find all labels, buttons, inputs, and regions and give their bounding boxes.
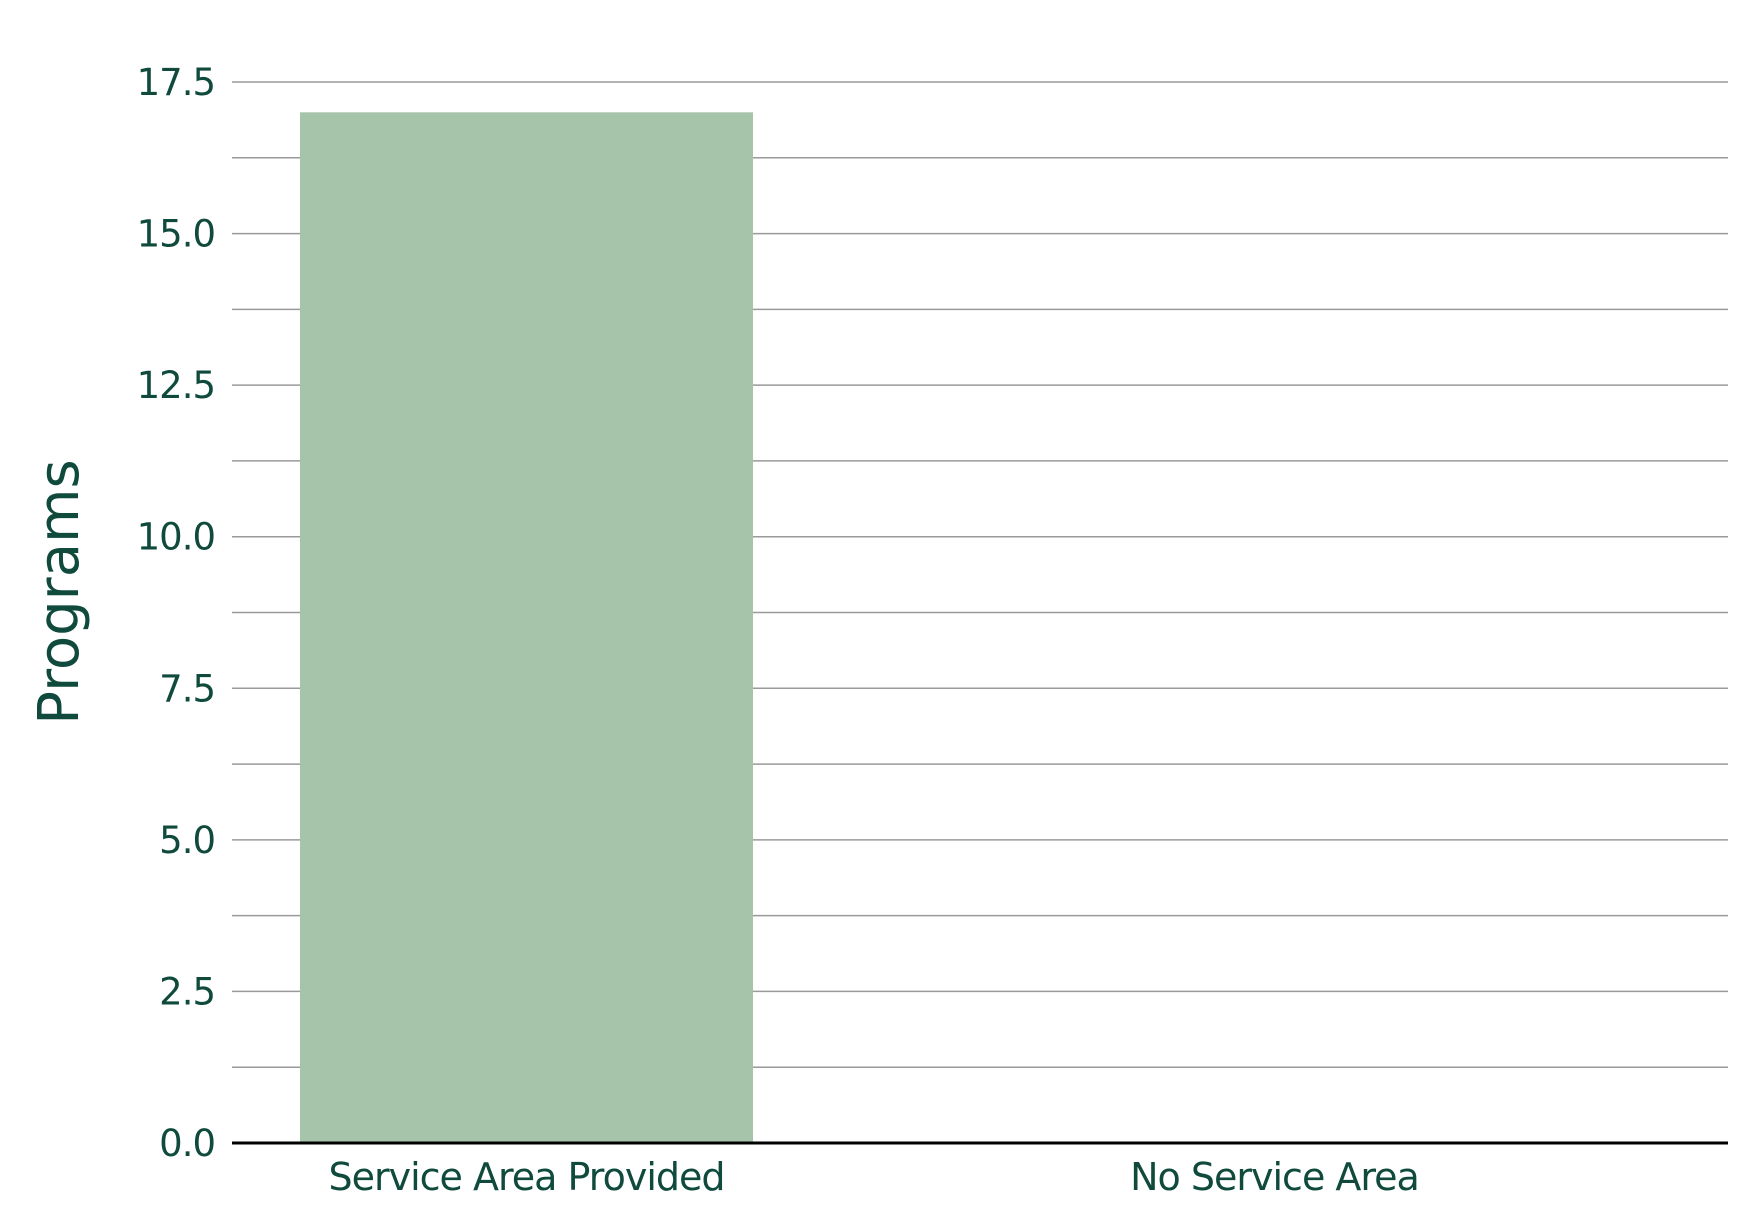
y-tick-label-1: 2.5 — [159, 970, 215, 1013]
y-tick-label-7: 17.5 — [137, 61, 215, 104]
y-tick-label-6: 15.0 — [137, 213, 215, 256]
y-tick-labels: 0.0 2.5 5.0 7.5 10.0 12.5 15.0 17.5 — [137, 61, 216, 1165]
y-tick-label-3: 7.5 — [159, 667, 215, 710]
bar-0 — [300, 112, 753, 1143]
y-tick-label-0: 0.0 — [159, 1122, 215, 1165]
x-category-labels: Service Area Provided No Service Area — [329, 1155, 1420, 1199]
x-category-label-1: No Service Area — [1130, 1155, 1419, 1199]
bars — [300, 112, 753, 1143]
x-category-label-0: Service Area Provided — [329, 1155, 725, 1199]
y-tick-label-4: 10.0 — [137, 516, 215, 559]
y-tick-label-5: 12.5 — [137, 364, 215, 407]
y-axis-title: Programs — [27, 459, 92, 724]
y-tick-label-2: 5.0 — [159, 819, 215, 862]
